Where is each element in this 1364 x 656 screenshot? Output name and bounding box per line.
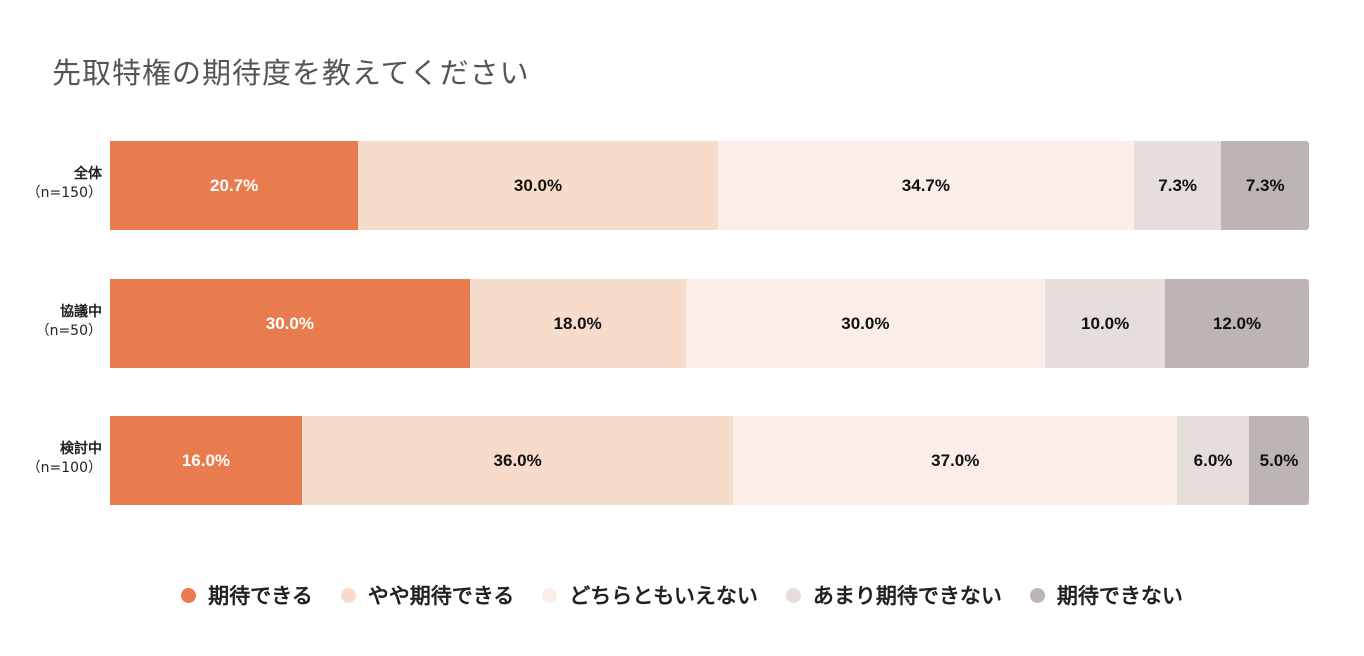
legend-item: 期待できる	[181, 580, 313, 610]
category-name: 検討中	[60, 441, 102, 457]
legend-item: あまり期待できない	[785, 580, 1002, 610]
legend-label: 期待できる	[208, 584, 313, 608]
legend-item: 期待できない	[1029, 580, 1183, 610]
legend-dot-icon	[181, 587, 197, 603]
bar-segment: 30.0%	[685, 279, 1046, 368]
category-n: （n=100）	[26, 460, 102, 476]
bar-segment: 5.0%	[1249, 416, 1309, 505]
legend-dot-icon	[542, 587, 558, 603]
bar-segment: 10.0%	[1045, 279, 1166, 368]
category-label: 全体 （n=150）	[27, 165, 102, 203]
bar-segment: 34.7%	[717, 141, 1134, 230]
bar-segment: 37.0%	[733, 416, 1178, 505]
bar-segment: 16.0%	[110, 416, 302, 505]
legend-label: やや期待できる	[367, 584, 515, 608]
legend: 期待できる やや期待できる どちらともいえない あまり期待できない 期待できない	[0, 580, 1364, 610]
stacked-bar: 20.7% 30.0% 34.7% 7.3% 7.3%	[110, 141, 1309, 230]
legend-label: あまり期待できない	[812, 584, 1002, 608]
bar-segment: 30.0%	[358, 141, 718, 230]
legend-dot-icon	[785, 587, 801, 603]
bar-segment: 20.7%	[110, 141, 359, 230]
bar-segment: 12.0%	[1165, 279, 1309, 368]
legend-label: 期待できない	[1056, 584, 1183, 608]
bar-segment: 7.3%	[1221, 141, 1309, 230]
legend-dot-icon	[340, 587, 356, 603]
category-label: 協議中 （n=50）	[36, 303, 102, 341]
legend-item: どちらともいえない	[542, 580, 758, 610]
bar-segment: 36.0%	[301, 416, 734, 505]
bar-segment: 30.0%	[110, 279, 470, 368]
category-n: （n=150）	[26, 185, 102, 201]
category-name: 協議中	[60, 304, 102, 320]
legend-item: やや期待できる	[340, 580, 515, 610]
stacked-bar: 16.0% 36.0% 37.0% 6.0% 5.0%	[110, 416, 1309, 505]
bar-segment: 7.3%	[1133, 141, 1222, 230]
category-n: （n=50）	[35, 323, 102, 339]
legend-label: どちらともいえない	[569, 584, 758, 608]
legend-dot-icon	[1029, 587, 1045, 603]
category-label: 検討中 （n=100）	[27, 440, 102, 478]
chart-title: 先取特権の期待度を教えてください	[52, 56, 530, 90]
category-name: 全体	[74, 166, 102, 182]
stacked-bar: 30.0% 18.0% 30.0% 10.0% 12.0%	[110, 279, 1309, 368]
bar-segment: 18.0%	[469, 279, 686, 368]
bar-segment: 6.0%	[1177, 416, 1250, 505]
